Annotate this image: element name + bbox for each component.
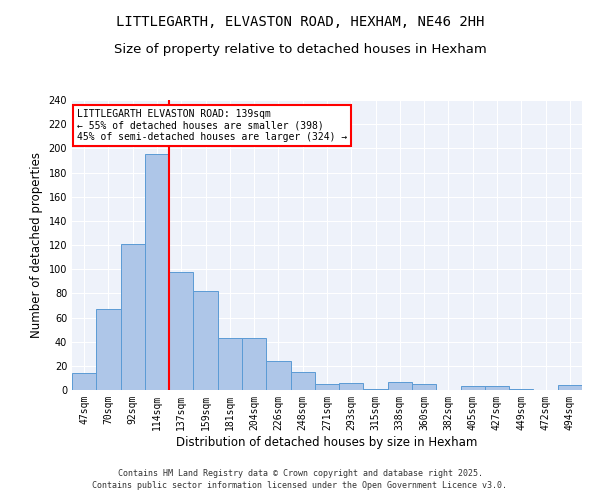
Bar xyxy=(339,383,364,390)
Bar xyxy=(290,372,315,390)
Bar xyxy=(169,272,193,390)
Bar xyxy=(461,386,485,390)
Bar xyxy=(364,389,388,390)
Text: Contains HM Land Registry data © Crown copyright and database right 2025.
Contai: Contains HM Land Registry data © Crown c… xyxy=(92,468,508,490)
Bar xyxy=(266,361,290,390)
Bar xyxy=(315,384,339,390)
Bar xyxy=(242,338,266,390)
Y-axis label: Number of detached properties: Number of detached properties xyxy=(30,152,43,338)
Bar xyxy=(509,389,533,390)
Bar xyxy=(218,338,242,390)
Bar xyxy=(412,384,436,390)
Text: Size of property relative to detached houses in Hexham: Size of property relative to detached ho… xyxy=(113,42,487,56)
Bar xyxy=(121,244,145,390)
X-axis label: Distribution of detached houses by size in Hexham: Distribution of detached houses by size … xyxy=(176,436,478,448)
Bar xyxy=(96,309,121,390)
Bar xyxy=(193,291,218,390)
Bar xyxy=(72,373,96,390)
Text: LITTLEGARTH ELVASTON ROAD: 139sqm
← 55% of detached houses are smaller (398)
45%: LITTLEGARTH ELVASTON ROAD: 139sqm ← 55% … xyxy=(77,108,347,142)
Text: LITTLEGARTH, ELVASTON ROAD, HEXHAM, NE46 2HH: LITTLEGARTH, ELVASTON ROAD, HEXHAM, NE46… xyxy=(116,15,484,29)
Bar xyxy=(145,154,169,390)
Bar xyxy=(558,385,582,390)
Bar xyxy=(388,382,412,390)
Bar xyxy=(485,386,509,390)
